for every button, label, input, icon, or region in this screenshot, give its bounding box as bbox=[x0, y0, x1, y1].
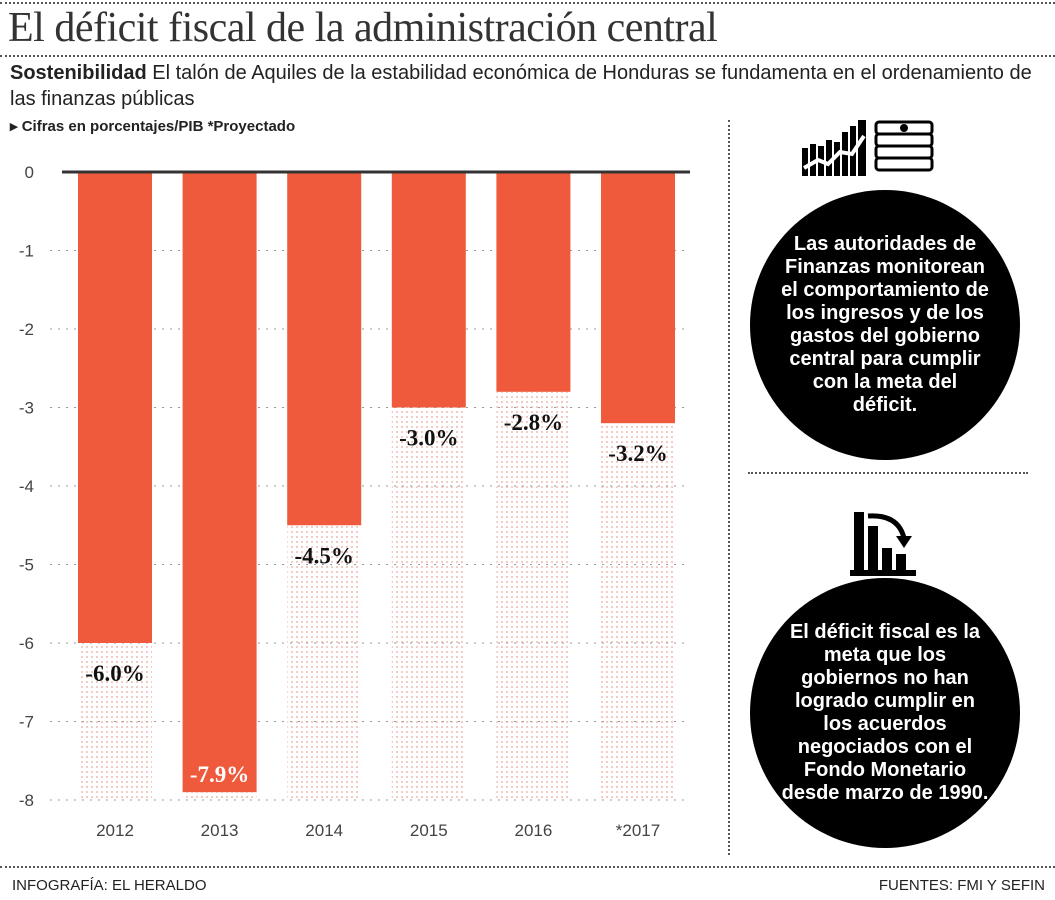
y-tick-label: -3 bbox=[19, 399, 34, 418]
sidebar-divider bbox=[748, 472, 1028, 474]
bar bbox=[287, 172, 362, 526]
bar-remainder-dotted bbox=[78, 643, 152, 800]
declining-chart-icon bbox=[850, 512, 916, 576]
chart-notes: ▸ Cifras en porcentajes/PIB *Proyectado bbox=[10, 118, 296, 135]
bar-remainder-dotted bbox=[601, 423, 675, 800]
y-tick-label: -6 bbox=[19, 634, 34, 653]
bar-remainder-dotted bbox=[287, 525, 362, 800]
subtitle: Sostenibilidad El talón de Aquiles de la… bbox=[10, 60, 1040, 112]
x-tick-label: 2012 bbox=[96, 821, 134, 840]
data-label: -2.8% bbox=[504, 410, 563, 435]
footer-credit: INFOGRAFÍA: EL HERALDO bbox=[12, 877, 207, 894]
bar bbox=[601, 172, 675, 424]
y-tick-label: -8 bbox=[19, 791, 34, 810]
bar-chart: 0 -1 -2 -3 -4 -5 -6 -7 -8 -6.0% 2012 -7.9% 2013 -4.5%… bbox=[19, 163, 690, 840]
y-tick-label: -7 bbox=[19, 713, 34, 732]
bar bbox=[182, 172, 257, 793]
column-divider bbox=[728, 120, 730, 855]
y-tick-label: -1 bbox=[19, 242, 34, 261]
bar bbox=[391, 172, 466, 408]
data-label: -4.5% bbox=[294, 543, 353, 568]
footer-divider bbox=[0, 866, 1055, 868]
x-tick-label: 2014 bbox=[305, 821, 343, 840]
top-divider bbox=[0, 2, 1055, 4]
y-tick-label: -2 bbox=[19, 320, 34, 339]
subtitle-lead: Sostenibilidad bbox=[10, 62, 147, 84]
footer-sources: FUENTES: FMI Y SEFIN bbox=[878, 877, 1045, 894]
y-tick-label: -5 bbox=[19, 556, 34, 575]
bar bbox=[78, 172, 152, 643]
data-label: -3.0% bbox=[399, 426, 458, 451]
title-divider bbox=[0, 55, 1055, 57]
x-tick-label: 2015 bbox=[410, 821, 448, 840]
chart-money-icon bbox=[802, 120, 934, 176]
data-label: -6.0% bbox=[85, 661, 144, 686]
info-circle-2: El déficit fiscal es la meta que los gob… bbox=[750, 578, 1020, 848]
bar-remainder-dotted bbox=[391, 407, 466, 800]
bar bbox=[496, 172, 571, 392]
page-title: El déficit fiscal de la administración c… bbox=[8, 5, 718, 51]
info-circle-1: Las autoridades de Finanzas monitorean e… bbox=[750, 190, 1020, 460]
x-tick-label: 2013 bbox=[201, 821, 239, 840]
data-label: -3.2% bbox=[608, 441, 667, 466]
y-tick-label: -4 bbox=[19, 477, 34, 496]
bar-remainder-dotted bbox=[496, 391, 571, 800]
data-label: -7.9% bbox=[190, 762, 249, 787]
bar-remainder-dotted bbox=[182, 792, 257, 800]
y-tick-label: 0 bbox=[25, 163, 34, 182]
subtitle-text: El talón de Aquiles de la estabilidad ec… bbox=[10, 62, 1032, 110]
x-tick-label: *2017 bbox=[616, 821, 660, 840]
x-tick-label: 2016 bbox=[514, 821, 552, 840]
